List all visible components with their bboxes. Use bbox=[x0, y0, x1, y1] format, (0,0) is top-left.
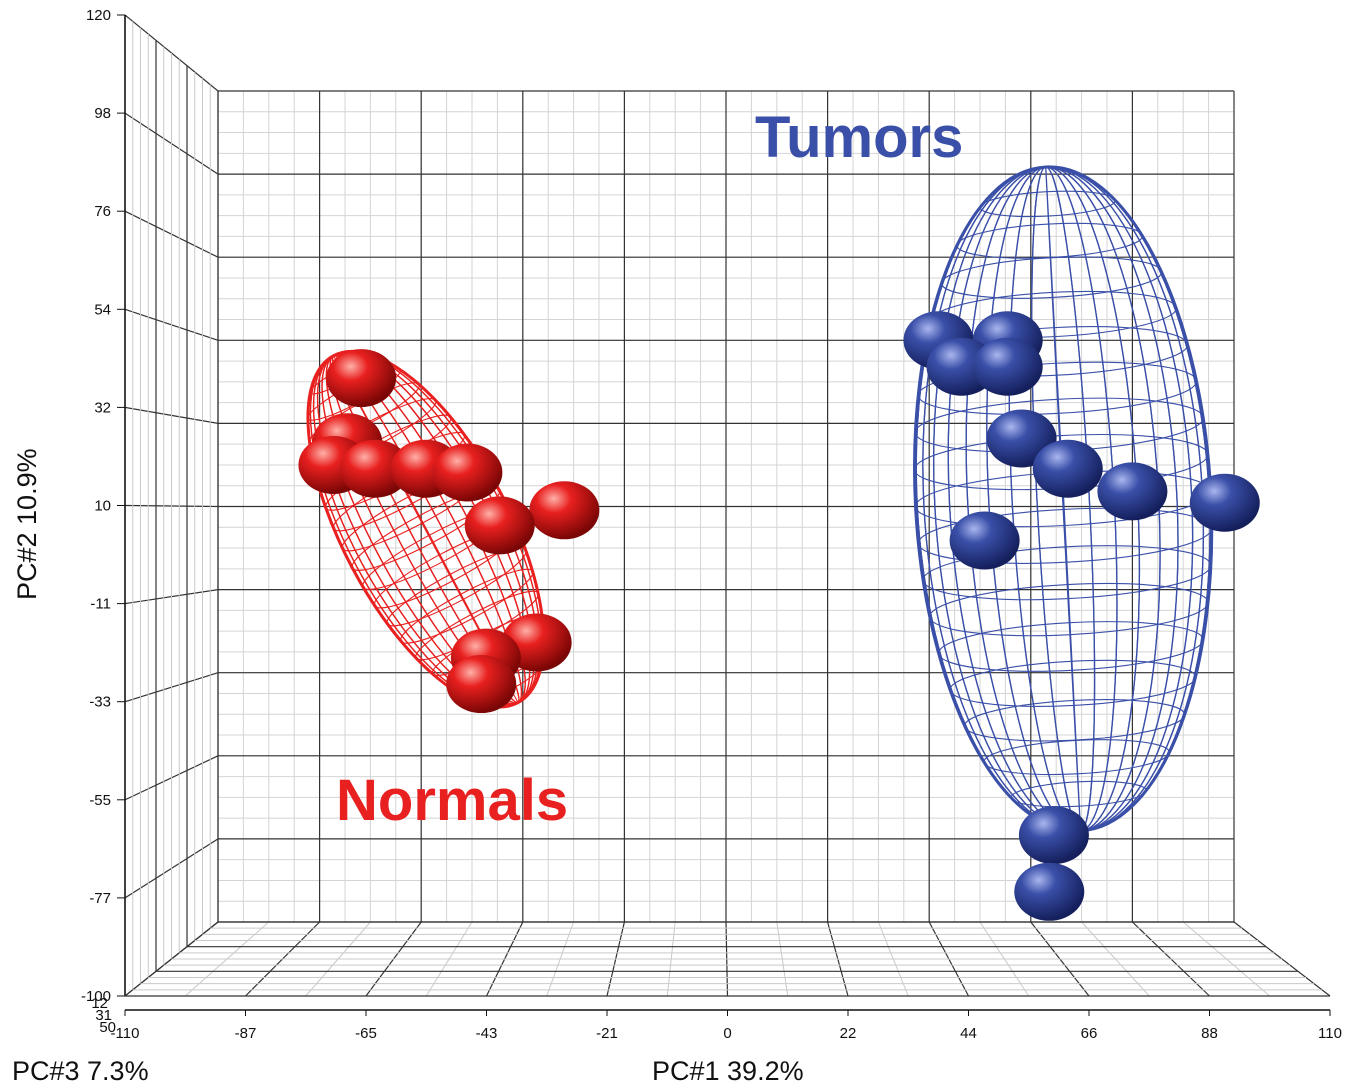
z-tick-label: 12 bbox=[91, 995, 108, 1012]
x-tick-label: 88 bbox=[1201, 1025, 1218, 1042]
y-tick-label: 120 bbox=[86, 7, 111, 24]
normals-data-point bbox=[446, 655, 517, 714]
normals-ellipsoid bbox=[306, 349, 546, 709]
y-tick-label: 32 bbox=[94, 399, 111, 416]
tumors-data-point bbox=[1189, 473, 1260, 532]
z-tick-label: 31 bbox=[95, 1007, 112, 1024]
x-tick-label: -87 bbox=[235, 1025, 257, 1042]
normals-data-point bbox=[464, 496, 535, 555]
tumors-ellipsoid bbox=[913, 165, 1214, 833]
z-tick-label: 50 bbox=[99, 1019, 116, 1036]
x-tick-label: 0 bbox=[723, 1025, 731, 1042]
x-tick-label: -21 bbox=[596, 1025, 618, 1042]
y-tick-label: 76 bbox=[94, 203, 111, 220]
tumors-data-point bbox=[972, 337, 1043, 396]
normals-data-point bbox=[529, 481, 600, 540]
y-axis-label: PC#2 10.9% bbox=[12, 448, 42, 600]
tumors-label: Tumors bbox=[755, 105, 963, 170]
x-tick-label: 110 bbox=[1318, 1025, 1342, 1042]
normals-data-point bbox=[326, 349, 397, 408]
tumors-data-point bbox=[1032, 439, 1103, 498]
tick-layer: -110 -87 -65 -43 -21 0 22 44 66 88 110 120 98 76 54 32 1… bbox=[81, 7, 1342, 1042]
z-axis-label: PC#3 7.3% bbox=[12, 1056, 149, 1086]
y-tick-label: -100 bbox=[81, 988, 111, 1005]
y-tick-label: -55 bbox=[89, 792, 111, 809]
y-tick-label: 54 bbox=[94, 301, 111, 318]
point-layer bbox=[298, 311, 1260, 921]
x-axis-label: PC#1 39.2% bbox=[652, 1056, 804, 1086]
ellipsoid-meridian bbox=[1045, 166, 1082, 832]
y-tick-label: -33 bbox=[89, 694, 111, 711]
normals-label: Normals bbox=[336, 768, 568, 833]
x-tick-label: 22 bbox=[840, 1025, 857, 1042]
tumors-data-point bbox=[1014, 862, 1085, 921]
tumors-data-point bbox=[1097, 462, 1168, 521]
y-tick-label: 10 bbox=[94, 498, 111, 515]
x-tick-label: -65 bbox=[355, 1025, 377, 1042]
y-tick-label: -77 bbox=[89, 890, 111, 907]
tumors-data-point bbox=[1018, 806, 1089, 865]
normals-data-point bbox=[340, 439, 411, 498]
x-tick-label: 44 bbox=[960, 1025, 977, 1042]
normals-data-point bbox=[432, 443, 503, 502]
x-tick-label: -43 bbox=[476, 1025, 498, 1042]
y-tick-label: -11 bbox=[90, 596, 111, 613]
ellipse-layer bbox=[306, 165, 1214, 833]
tumors-data-point bbox=[949, 511, 1020, 570]
x-tick-label: 66 bbox=[1081, 1025, 1098, 1042]
ellipsoid-outline bbox=[306, 349, 546, 709]
x-tick-label: -110 bbox=[111, 1025, 140, 1042]
y-tick-label: 98 bbox=[94, 105, 111, 122]
